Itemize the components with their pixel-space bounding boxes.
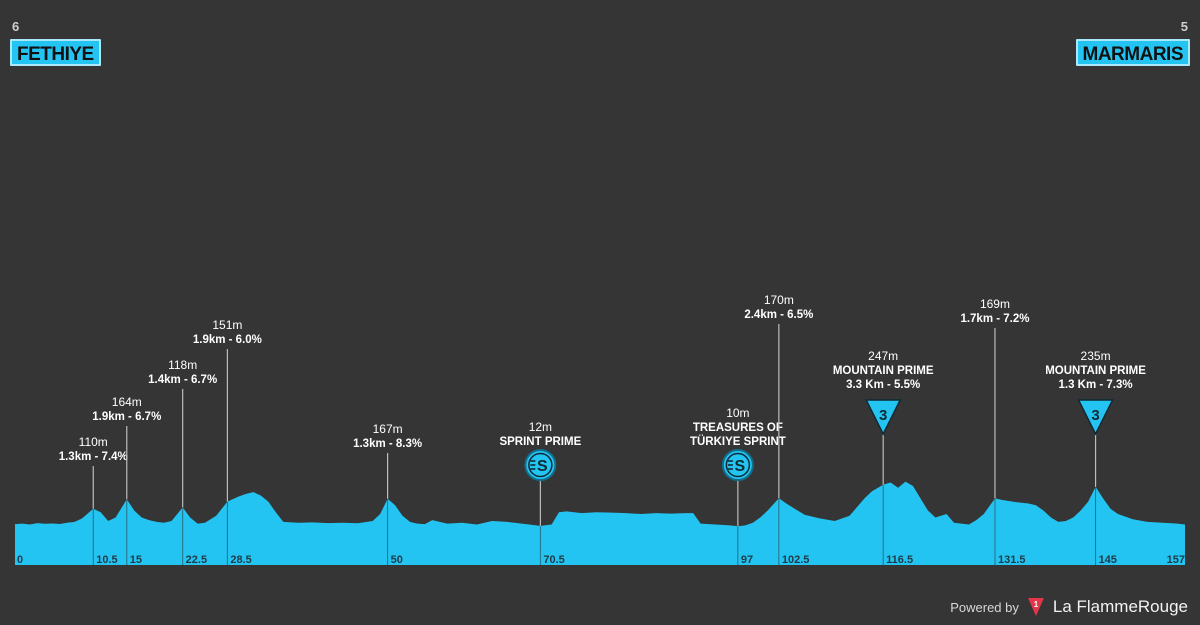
sprint-icon-ring (725, 452, 751, 478)
elevation-profile-area (15, 481, 1185, 565)
climb-detail-label: SPRINT PRIME (499, 436, 581, 448)
climb-detail-label: MOUNTAIN PRIME (833, 365, 934, 377)
climb-detail-label: 3.3 Km - 5.5% (846, 379, 920, 391)
x-tick-label: 50 (391, 554, 403, 566)
x-tick-label: 15 (130, 554, 142, 566)
climb-detail-label: 1.3 Km - 7.3% (1058, 379, 1132, 391)
mountain-category-label: 3 (879, 407, 887, 424)
climb-detail-label: 1.3km - 7.4% (59, 451, 128, 463)
mountain-category-icon (864, 399, 902, 436)
x-tick-label: 102.5 (782, 554, 810, 566)
flamme-rouge-logo-icon: 1 (1027, 598, 1044, 616)
x-tick-label: 97 (741, 554, 753, 566)
sprint-icon-glyph: S (537, 458, 548, 475)
finish-altitude: 5 (1180, 19, 1188, 34)
climb-altitude-label: 10m (726, 406, 749, 420)
climb-detail-label: 1.4km - 6.7% (148, 374, 217, 386)
climb-altitude-label: 110m (79, 435, 108, 449)
climb-detail-label: TREASURES OF (693, 422, 783, 434)
climb-altitude-label: 235m (1081, 349, 1111, 363)
climb-altitude-label: 170m (764, 293, 794, 307)
climb-detail-label: 1.9km - 6.0% (193, 334, 262, 346)
sprint-icon-glyph: S (735, 458, 746, 475)
logo-number: 1 (1034, 600, 1039, 609)
climb-detail-label: 1.7km - 7.2% (960, 313, 1029, 325)
powered-by-text: Powered by (950, 599, 1019, 615)
x-tick-label: 131.5 (998, 554, 1026, 566)
mountain-category-label: 3 (1091, 407, 1099, 424)
sprint-icon-ring (528, 452, 553, 478)
branding: Powered by 1 La FlammeRouge (950, 595, 1188, 619)
climb-detail-label: 2.4km - 6.5% (744, 309, 813, 321)
x-tick-label: 28.5 (230, 554, 251, 566)
climb-detail-label: 1.9km - 6.7% (92, 411, 161, 423)
climb-altitude-label: 151m (212, 318, 242, 332)
climb-altitude-label: 12m (529, 420, 552, 434)
sprint-icon (524, 449, 557, 481)
x-tick-label: 70.5 (543, 554, 564, 566)
climb-altitude-label: 164m (112, 395, 142, 409)
x-tick-label: 116.5 (886, 554, 913, 566)
x-tick-label: 0 (17, 554, 23, 566)
x-tick-label: 145 (1099, 554, 1117, 566)
mountain-category-icon (1077, 399, 1114, 436)
x-tick-label: 10.5 (96, 554, 117, 566)
climb-detail-label: 1.3km - 8.3% (353, 438, 422, 450)
climb-altitude-label: 169m (980, 297, 1010, 311)
brand-name: La FlammeRouge (1052, 597, 1188, 616)
sprint-icon (721, 449, 754, 481)
climb-altitude-label: 167m (373, 422, 403, 436)
finish-town-label: MARMARIS (1075, 39, 1190, 66)
climb-altitude-label: 247m (868, 349, 898, 363)
climb-altitude-label: 118m (168, 358, 197, 372)
climb-detail-label: TÜRKIYE SPRINT (690, 435, 786, 448)
climb-detail-label: MOUNTAIN PRIME (1045, 365, 1146, 377)
x-tick-label: 22.5 (186, 554, 207, 566)
x-tick-label: 157 (1167, 554, 1185, 566)
start-altitude: 6 (12, 19, 20, 34)
start-town-label: FETHIYE (10, 39, 101, 66)
